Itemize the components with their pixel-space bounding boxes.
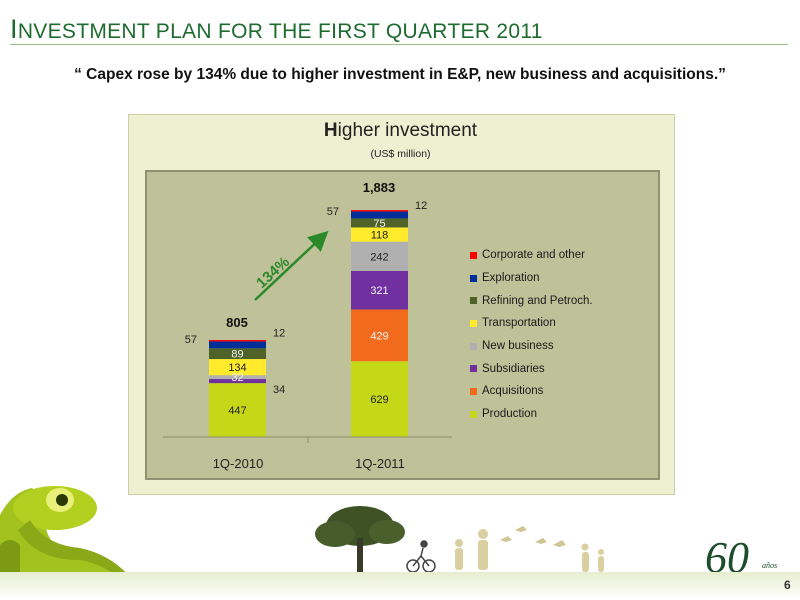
bar-production-1q2010 [209,383,266,437]
bar-exploration-1q2011 [351,211,408,219]
bar-transportation-1q2010 [209,359,266,376]
bar-acquisitions-1q2011 [351,309,408,362]
bar-refining-and-petroch-1q2010 [209,348,266,360]
legend-label: Corporate and other [482,249,585,262]
value-label-corporate-and-other-1q2011: 12 [415,200,427,212]
slide-title: INVESTMENT PLAN FOR THE FIRST QUARTER 20… [10,14,543,45]
bar-corporate-and-other-1q2011 [351,210,408,212]
legend-swatch [470,410,477,418]
legend-swatch [470,387,477,395]
chart-title: Higher investment [128,120,673,142]
legend-label: Subsidiaries [482,362,545,375]
chart-subtitle: (US$ million) [370,148,431,160]
legend-swatch [470,297,477,305]
value-label-subsidiaries-1q2011: 321 [370,285,388,297]
value-label-transportation-1q2011: 118 [371,230,389,242]
value-label-new-business-1q2010: 32 [231,372,243,384]
tree-icon [315,506,405,580]
value-label-transportation-1q2010: 134 [228,362,246,374]
legend-item-subsidiaries: Subsidiaries [470,357,593,380]
bar-corporate-and-other-1q2010 [209,339,266,342]
legend-item-refining-and-petroch: Refining and Petroch. [470,289,593,312]
legend-item-production: Production [470,403,593,426]
total-label-1q2011: 1,883 [363,180,396,195]
legend-item-transportation: Transportation [470,312,593,335]
value-label-exploration-1q2011: 57 [327,206,339,218]
bar-new-business-1q2010 [209,375,266,380]
headline-quote: “ Capex rose by 134% due to higher inves… [74,66,726,83]
value-label-production-1q2010: 447 [228,405,246,417]
legend-swatch [470,251,477,259]
legend-swatch [470,319,477,327]
logo-suffix: años [762,561,777,570]
x-tick-label-1q2010: 1Q-2010 [213,456,264,471]
bar-production-1q2011 [351,361,408,437]
growth-arrow [254,230,329,301]
legend-label: Production [482,408,537,421]
bar-refining-and-petroch-1q2011 [351,218,408,228]
value-label-refining-and-petroch-1q2010: 89 [231,349,243,361]
chart-legend: Corporate and other Exploration Refining a… [470,244,593,426]
value-label-production-1q2011: 629 [370,394,388,406]
value-label-exploration-1q2010: 57 [185,334,197,346]
value-label-refining-and-petroch-1q2011: 75 [373,218,385,230]
legend-item-exploration: Exploration [470,267,593,290]
footer-band [0,572,800,600]
legend-swatch [470,342,477,350]
bar-subsidiaries-1q2010 [209,379,266,384]
title-divider [10,44,788,45]
value-label-corporate-and-other-1q2010: 12 [273,328,285,340]
bar-subsidiaries-1q2011 [351,270,408,310]
x-tick-label-1q2011: 1Q-2011 [355,456,405,471]
slide-title-rest: NVESTMENT PLAN FOR THE FIRST QUARTER 201… [17,20,543,43]
legend-label: Transportation [482,317,556,330]
growth-label: 134% [253,254,293,292]
birds-icon [500,526,566,547]
chart-title-rest: igher investment [337,120,478,141]
legend-label: Exploration [482,272,540,285]
legend-swatch [470,274,477,282]
legend-label: New business [482,340,554,353]
legend-item-new-business: New business [470,335,593,358]
cyclist-icon [406,540,436,573]
legend-label: Refining and Petroch. [482,294,593,307]
legend-label: Acquisitions [482,385,544,398]
value-label-subsidiaries-1q2010: 34 [273,384,285,396]
total-label-1q2010: 805 [226,315,248,330]
legend-item-corporate-and-other: Corporate and other [470,244,593,267]
value-label-new-business-1q2011: 242 [370,251,388,263]
bar-transportation-1q2011 [351,227,408,242]
bars-group [209,210,408,437]
slide-title-initial: I [10,14,18,44]
legend-item-acquisitions: Acquisitions [470,380,593,403]
chart-title-initial: H [323,120,338,141]
people-figures-icon [455,529,604,582]
bar-exploration-1q2010 [209,341,266,349]
legend-swatch [470,365,477,373]
page-number: 6 [784,578,791,592]
value-label-acquisitions-1q2011: 429 [370,330,388,342]
bar-new-business-1q2011 [351,241,408,271]
